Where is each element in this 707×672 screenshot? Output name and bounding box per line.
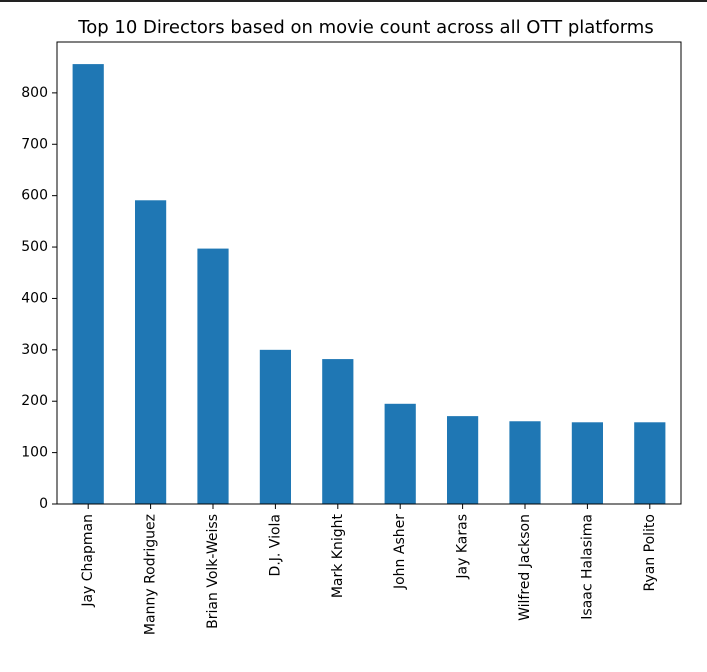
- y-tick-label: 200: [21, 393, 48, 409]
- x-tick-label: D.J. Viola: [267, 514, 283, 576]
- bar-5: [322, 359, 354, 504]
- x-axis: Jay Chapman Manny Rodriguez Brian Volk-Wei…: [80, 504, 658, 635]
- bar-2: [135, 200, 167, 504]
- y-tick-label: 300: [21, 342, 48, 358]
- y-tick-label: 0: [39, 496, 48, 512]
- x-tick-label: Manny Rodriguez: [143, 514, 159, 635]
- x-tick-label: Isaac Halasima: [579, 514, 595, 620]
- x-tick-label: Jay Karas: [455, 514, 471, 580]
- bar-10: [634, 422, 666, 504]
- bar-7: [447, 416, 479, 504]
- top-border: [0, 0, 707, 2]
- bar-8: [509, 421, 541, 504]
- y-tick-label: 400: [21, 290, 48, 306]
- bar-4: [259, 349, 291, 504]
- bar-1: [72, 64, 104, 504]
- y-tick-label: 100: [21, 445, 48, 461]
- y-axis: 0 100 200 300 400 500 600 700 800: [21, 85, 57, 512]
- bar-3: [197, 248, 229, 504]
- y-tick-label: 700: [21, 136, 48, 152]
- y-tick-label: 500: [21, 239, 48, 255]
- bars-group: [72, 64, 666, 504]
- y-tick-label: 800: [21, 85, 48, 101]
- y-tick-label: 600: [21, 188, 48, 204]
- bar-6: [384, 403, 416, 504]
- x-tick-label: Mark Knight: [330, 513, 346, 598]
- x-tick-label: Jay Chapman: [80, 514, 96, 608]
- x-tick-label: Wilfred Jackson: [517, 514, 533, 621]
- plot-frame: [56, 41, 682, 505]
- x-tick-label: Brian Volk-Weiss: [205, 514, 221, 629]
- chart-title: Top 10 Directors based on movie count ac…: [77, 17, 653, 38]
- bar-9: [571, 422, 603, 504]
- x-tick-label: John Asher: [392, 514, 408, 590]
- x-tick-label: Ryan Polito: [642, 514, 658, 592]
